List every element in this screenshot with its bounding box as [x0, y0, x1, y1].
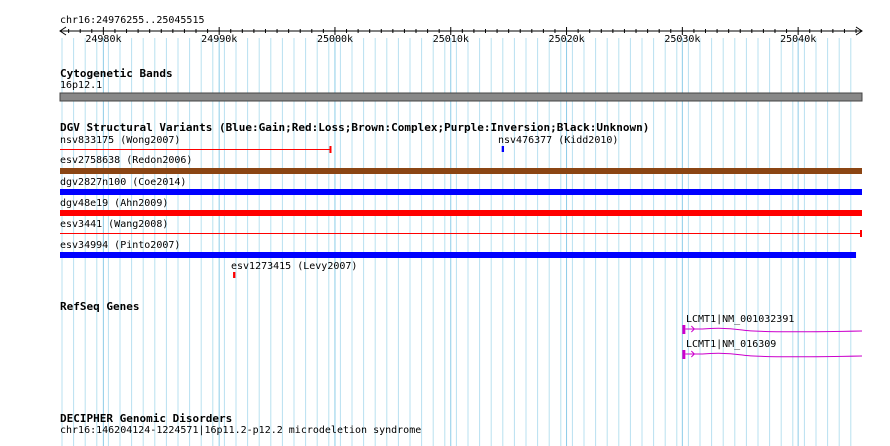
location-label: chr16:24976255..25045515	[60, 15, 205, 26]
coordinate-ruler[interactable]	[59, 26, 863, 36]
ruler-tick-label: 25000k	[316, 34, 354, 45]
dgv-variant-end-cap	[860, 230, 862, 237]
dgv-variant-end-cap	[329, 146, 332, 153]
dgv-track-title: DGV Structural Variants (Blue:Gain;Red:L…	[60, 121, 650, 134]
cytoband-label[interactable]: 16p12.1	[60, 80, 103, 91]
dgv-variant-bar[interactable]	[60, 149, 332, 150]
gene-label[interactable]: LCMT1|NM_016309	[686, 339, 777, 350]
dgv-feature-label[interactable]: esv2758638 (Redon2006)	[60, 155, 193, 166]
grid-lines	[61, 38, 852, 446]
gene-exon[interactable]	[682, 325, 686, 334]
ruler-right-arrow-icon	[855, 26, 863, 36]
ruler-tick-label: 24990k	[201, 34, 238, 45]
dgv-feature-label[interactable]: nsv476377 (Kidd2010)	[498, 135, 619, 146]
dgv-variant-bar[interactable]	[60, 252, 857, 258]
refseq-track-title: RefSeq Genes	[60, 300, 140, 313]
dgv-feature-label[interactable]: nsv833175 (Wong2007)	[60, 135, 181, 146]
dgv-variant-bar[interactable]	[60, 168, 862, 174]
dgv-variant-marks[interactable]	[60, 146, 862, 278]
dgv-feature-label[interactable]: dgv2827n100 (Coe2014)	[60, 177, 187, 188]
dgv-variant-bar[interactable]	[501, 146, 505, 152]
strand-arrow-icon	[690, 325, 696, 333]
dgv-variant-bar[interactable]	[60, 189, 862, 195]
dgv-feature-label[interactable]: esv1273415 (Levy2007)	[231, 261, 358, 272]
dgv-variant-bar[interactable]	[233, 272, 236, 278]
ruler-tick-label: 25030k	[664, 34, 701, 45]
ruler-tick-label: 25020k	[548, 34, 585, 45]
gene-label[interactable]: LCMT1|NM_001032391	[686, 314, 795, 325]
ruler-left-arrow-icon	[59, 26, 67, 36]
gene-intron-line[interactable]	[685, 352, 863, 358]
refseq-gene-marks[interactable]	[682, 325, 863, 359]
decipher-feature-label[interactable]: chr16:146204124-1224571|16p11.2-p12.2 mi…	[60, 425, 422, 436]
cytoband-bar[interactable]	[59, 92, 863, 102]
gene-exon[interactable]	[682, 350, 686, 359]
ruler-tick-label: 24980k	[85, 34, 122, 45]
dgv-feature-label[interactable]: esv34994 (Pinto2007)	[60, 240, 181, 251]
dgv-feature-label[interactable]: esv3441 (Wang2008)	[60, 219, 169, 230]
dgv-variant-bar[interactable]	[60, 210, 862, 216]
ruler-tick-label: 25040k	[780, 34, 817, 45]
gene-intron-line[interactable]	[685, 327, 863, 333]
decipher-track-title: DECIPHER Genomic Disorders	[60, 412, 233, 425]
cytoband-track-title: Cytogenetic Bands	[60, 67, 173, 80]
ruler-tick-label: 25010k	[432, 34, 469, 45]
strand-arrow-icon	[690, 350, 696, 358]
dgv-feature-label[interactable]: dgv48e19 (Ahn2009)	[60, 198, 169, 209]
dgv-variant-bar[interactable]	[60, 233, 862, 234]
